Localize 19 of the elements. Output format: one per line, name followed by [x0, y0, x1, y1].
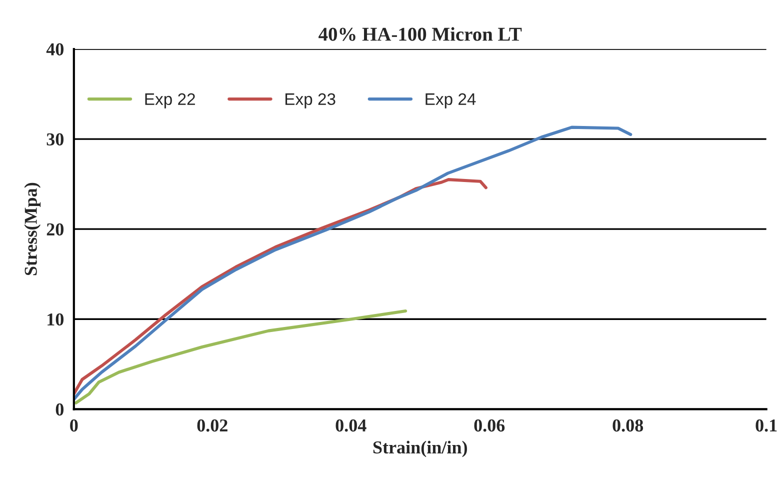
y-tick-label: 0	[56, 403, 64, 416]
x-axis-title: Strain(in/in)	[373, 440, 467, 458]
chart-title: 40% HA-100 Micron LT	[318, 27, 522, 41]
x-tick-label: 0.08	[612, 419, 644, 432]
x-tick-label: 0.02	[197, 419, 228, 432]
legend-label: Exp 22	[145, 93, 195, 108]
legend-label: Exp 23	[285, 93, 336, 108]
y-tick-label: 40	[46, 43, 64, 56]
line-series	[74, 309, 408, 404]
x-tick-label: 0	[70, 419, 78, 432]
x-tick-label: 0.04	[336, 419, 366, 432]
y-tick-label: 20	[46, 223, 64, 236]
y-tick-label: 10	[48, 313, 64, 326]
line-series	[74, 126, 632, 401]
y-axis-title: Stress(Mpa)	[24, 182, 41, 276]
x-tick-label: 0.06	[474, 419, 505, 432]
x-tick-label: 0.1	[756, 419, 777, 432]
legend-label: Exp 24	[426, 93, 476, 108]
y-tick-label: 30	[46, 133, 64, 146]
